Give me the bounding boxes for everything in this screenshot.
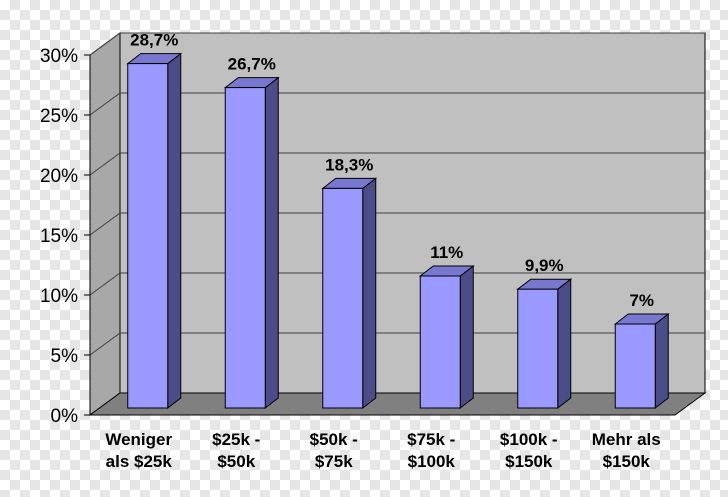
bar — [418, 264, 475, 410]
y-tick-label: 10% — [40, 286, 78, 307]
data-label: 7% — [629, 291, 654, 310]
gridline-side — [89, 152, 121, 176]
bar-side — [654, 312, 669, 410]
y-tick-label: 5% — [51, 346, 79, 367]
x-tick-label-line: $100k — [408, 452, 456, 471]
x-tick-label: Mehr als $150k — [592, 430, 661, 471]
bar-front — [224, 87, 266, 409]
bar-front — [127, 63, 169, 409]
bar-front — [517, 288, 559, 409]
x-tick-label: $75k - $100k — [407, 430, 455, 471]
data-label: 18,3% — [325, 155, 373, 174]
x-tick-label: $100k - $150k — [500, 430, 558, 471]
bar — [126, 52, 183, 410]
x-tick-label-line: als $25k — [106, 452, 173, 471]
x-tick-label-line: $75k - — [407, 430, 455, 449]
gridline-side — [89, 272, 121, 296]
bars — [126, 52, 670, 410]
floor — [88, 392, 707, 416]
gridline-side — [89, 92, 121, 116]
x-tick-label-line: $75k — [315, 452, 353, 471]
bar — [516, 278, 573, 410]
bar-front — [322, 187, 364, 409]
x-tick-label-line: $100k - — [500, 430, 558, 449]
x-tick-label: Weniger als $25k — [105, 430, 172, 471]
bar — [223, 76, 280, 410]
bar-side — [167, 52, 182, 410]
bar-side — [459, 264, 474, 410]
x-tick-label-line: $150k — [505, 452, 553, 471]
x-tick-label: $50k - $75k — [310, 430, 358, 471]
y-tick-label: 25% — [40, 106, 78, 127]
bar-side — [362, 177, 377, 410]
x-tick-label-line: $25k - — [212, 430, 260, 449]
gridline-side — [89, 32, 121, 56]
gridline-side — [89, 212, 121, 236]
x-tick-label: $25k - $50k — [212, 430, 260, 471]
chart-floor — [88, 392, 707, 416]
x-tick-label-line: $50k — [217, 452, 255, 471]
bar — [613, 312, 670, 410]
x-tick-label-line: Weniger — [105, 430, 172, 449]
bar-side — [264, 76, 279, 410]
data-label: 9,9% — [525, 256, 564, 275]
gridlines — [89, 32, 705, 356]
data-label: 28,7% — [130, 31, 178, 50]
y-tick-label: 0% — [51, 406, 79, 427]
x-tick-label-line: $150k — [603, 452, 651, 471]
y-tick-label: 20% — [40, 166, 78, 187]
x-axis-labels: Weniger als $25k $25k - $50k $50k - $75k $75k … — [105, 430, 660, 471]
y-axis: 0% 5% 10% 15% 20% 25% 30% — [40, 46, 91, 427]
bar-side — [557, 278, 572, 410]
y-tick-label: 30% — [40, 46, 78, 67]
data-labels: 28,7% 26,7% 18,3% 11% 9,9% 7% — [130, 31, 654, 310]
x-tick-label-line: Mehr als — [592, 430, 661, 449]
data-label: 11% — [430, 243, 463, 262]
bar — [321, 177, 378, 410]
x-tick-label-line: $50k - — [310, 430, 358, 449]
bar-front — [614, 323, 656, 409]
gridline-side — [89, 332, 121, 356]
y-tick-label: 15% — [40, 226, 78, 247]
chart-back-wall — [89, 32, 706, 416]
data-label: 26,7% — [228, 55, 276, 74]
bar-front — [419, 275, 461, 409]
